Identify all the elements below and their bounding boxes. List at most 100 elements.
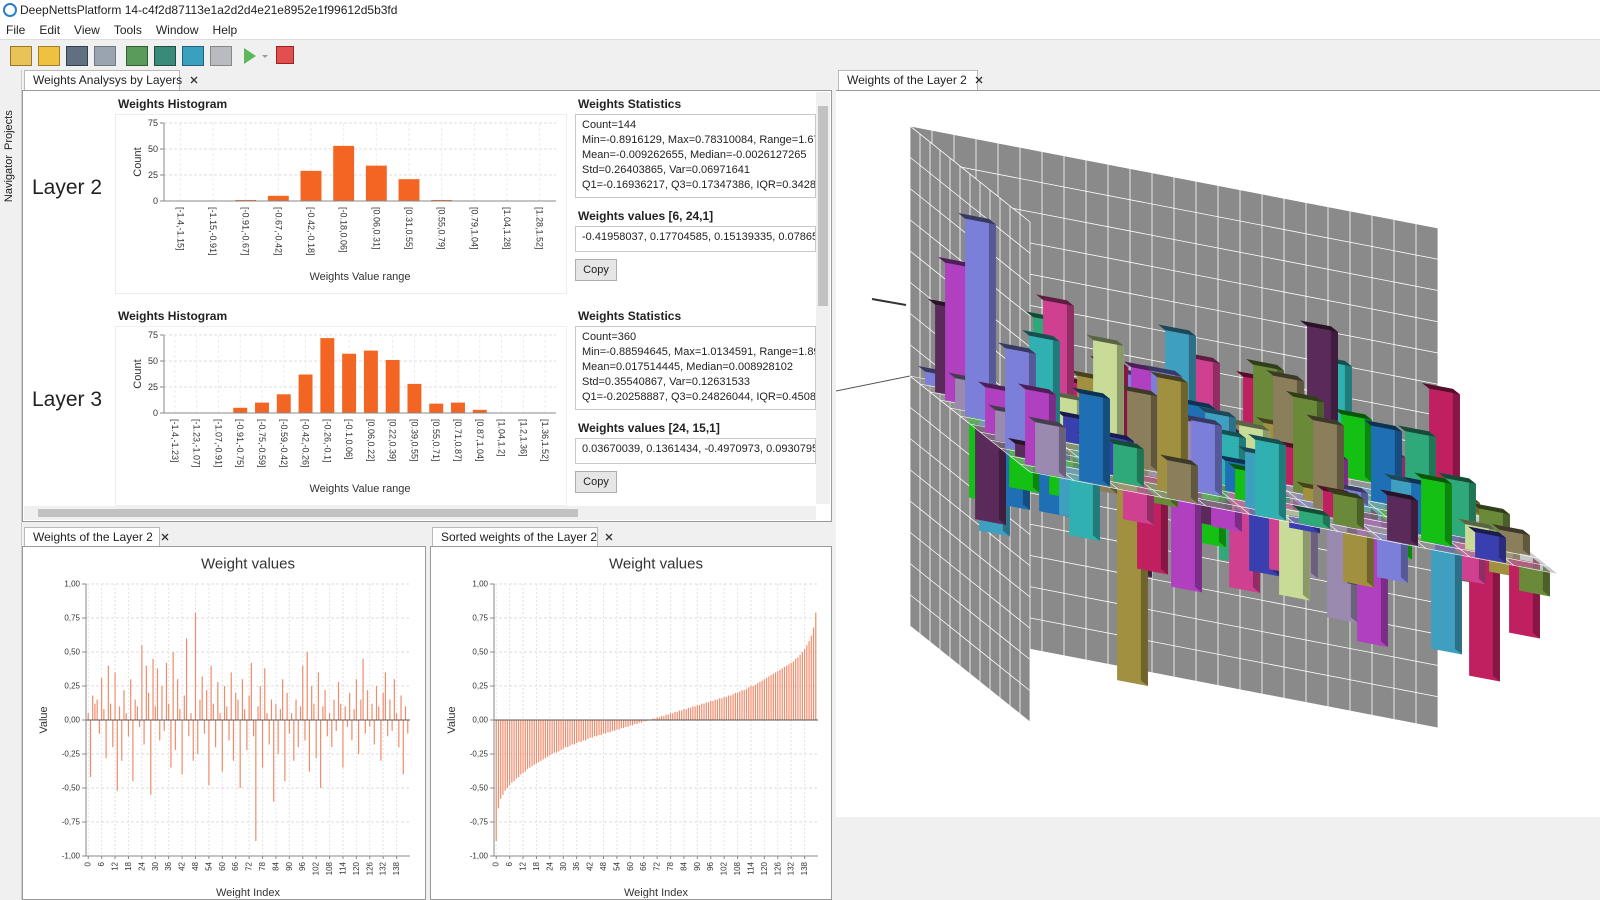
menu-item[interactable]: View xyxy=(74,23,100,37)
stats-line: Min=-0.8916129, Max=0.78310084, Range=1.… xyxy=(582,134,816,146)
bar xyxy=(92,695,94,720)
copy-button[interactable]: Copy xyxy=(575,471,617,493)
y-axis-label: Count xyxy=(132,147,144,176)
bar xyxy=(257,706,259,720)
bar xyxy=(627,720,629,727)
bar xyxy=(799,654,801,720)
bar xyxy=(779,669,781,720)
bar xyxy=(132,720,134,782)
save-all-button[interactable] xyxy=(94,46,116,66)
x-tick-label: 78 xyxy=(258,861,267,870)
x-tick-label: [0.31,0.55] xyxy=(404,207,414,250)
bar xyxy=(199,699,201,720)
bar xyxy=(221,720,223,772)
bar-shade xyxy=(1542,565,1550,597)
vertical-scrollbar[interactable] xyxy=(816,92,830,504)
close-icon[interactable] xyxy=(190,76,198,84)
bar xyxy=(533,720,535,765)
menu-item[interactable]: File xyxy=(6,23,26,37)
save-button[interactable] xyxy=(66,46,88,66)
bar xyxy=(398,720,400,748)
bar xyxy=(634,720,636,725)
bar xyxy=(130,679,132,720)
bar xyxy=(636,720,638,725)
bar xyxy=(259,686,261,720)
view3d-tab[interactable]: Weights of the Layer 2 xyxy=(838,70,983,90)
bar xyxy=(694,706,696,720)
bar-front xyxy=(1035,422,1066,479)
x-tick-label: 108 xyxy=(325,861,334,875)
bar xyxy=(288,720,290,734)
bar xyxy=(658,717,660,720)
bar xyxy=(555,720,558,753)
bar xyxy=(333,699,335,720)
menu-item[interactable]: Edit xyxy=(39,23,61,37)
bar xyxy=(770,675,772,720)
bar xyxy=(429,403,444,413)
sorted-weights-tab[interactable]: Sorted weights of the Layer 2 xyxy=(432,527,613,547)
x-tick-label: [0.55,0.79] xyxy=(437,207,447,250)
close-icon[interactable] xyxy=(161,533,169,541)
copy-button[interactable]: Copy xyxy=(575,259,617,281)
bar xyxy=(638,720,640,723)
menu-item[interactable]: Window xyxy=(155,23,199,37)
bar xyxy=(145,665,147,720)
bar xyxy=(640,720,643,723)
bar xyxy=(745,688,748,720)
bar xyxy=(526,720,529,769)
bar xyxy=(156,668,159,720)
run-button[interactable] xyxy=(240,46,270,66)
view3d-canvas[interactable] xyxy=(836,91,1600,815)
bar-front xyxy=(1333,493,1364,530)
navigator-tab[interactable]: Navigator xyxy=(3,155,15,203)
bar-3d xyxy=(1106,437,1144,488)
bar xyxy=(109,703,112,720)
bar xyxy=(506,720,509,788)
scroll-thumb[interactable] xyxy=(38,509,578,517)
bar xyxy=(529,720,531,768)
x-axis-label: Weights Value range xyxy=(309,483,410,495)
wall-grid xyxy=(909,625,1031,723)
bar xyxy=(375,686,378,720)
bar xyxy=(105,720,107,759)
open-button[interactable] xyxy=(38,46,60,66)
bar xyxy=(194,612,197,720)
x-tick-label: 0 xyxy=(84,861,93,866)
layers-tab[interactable]: Weights Analysys by Layers xyxy=(24,70,198,90)
train-button[interactable] xyxy=(182,46,204,66)
bar xyxy=(723,696,725,720)
y-tick-label: 50 xyxy=(148,356,158,366)
bar xyxy=(580,720,582,742)
test-button[interactable] xyxy=(210,46,232,66)
bar xyxy=(631,720,634,726)
bar xyxy=(295,699,297,720)
bar-top-shade xyxy=(1072,387,1110,400)
close-icon[interactable] xyxy=(975,76,983,84)
network-button[interactable] xyxy=(154,46,176,66)
bar xyxy=(578,720,580,742)
y-axis-label: Value xyxy=(38,706,50,733)
x-tick-label: 66 xyxy=(639,861,648,870)
stop-button[interactable] xyxy=(276,46,294,64)
dataset-button[interactable] xyxy=(126,46,148,66)
weights-tab[interactable]: Weights of the Layer 2 xyxy=(24,527,169,547)
horizontal-scrollbar[interactable] xyxy=(24,506,816,520)
new-button[interactable] xyxy=(10,46,32,66)
bar-top-shade xyxy=(1492,523,1530,536)
x-tick-label: 36 xyxy=(164,861,173,870)
projects-tab[interactable]: Projects xyxy=(3,110,15,150)
menu-item[interactable]: Tools xyxy=(113,23,142,37)
bar-top-shade xyxy=(1022,329,1060,342)
scroll-thumb[interactable] xyxy=(818,106,828,306)
bar-top-shade xyxy=(1326,487,1364,500)
stats-box: Count=360 Min=-0.88594645, Max=1.0134591,… xyxy=(575,326,816,410)
bar xyxy=(551,720,553,754)
bar xyxy=(652,718,654,720)
bar-top-shade xyxy=(1300,320,1338,333)
bar xyxy=(774,672,777,720)
weights-chart: Weight values -1,00 -0,75 -0,50 -0,25 0,00 0,2… xyxy=(38,556,410,898)
bar xyxy=(328,713,331,720)
bar xyxy=(273,720,275,802)
menu-item[interactable]: Help xyxy=(212,23,238,37)
close-icon[interactable] xyxy=(605,533,613,541)
